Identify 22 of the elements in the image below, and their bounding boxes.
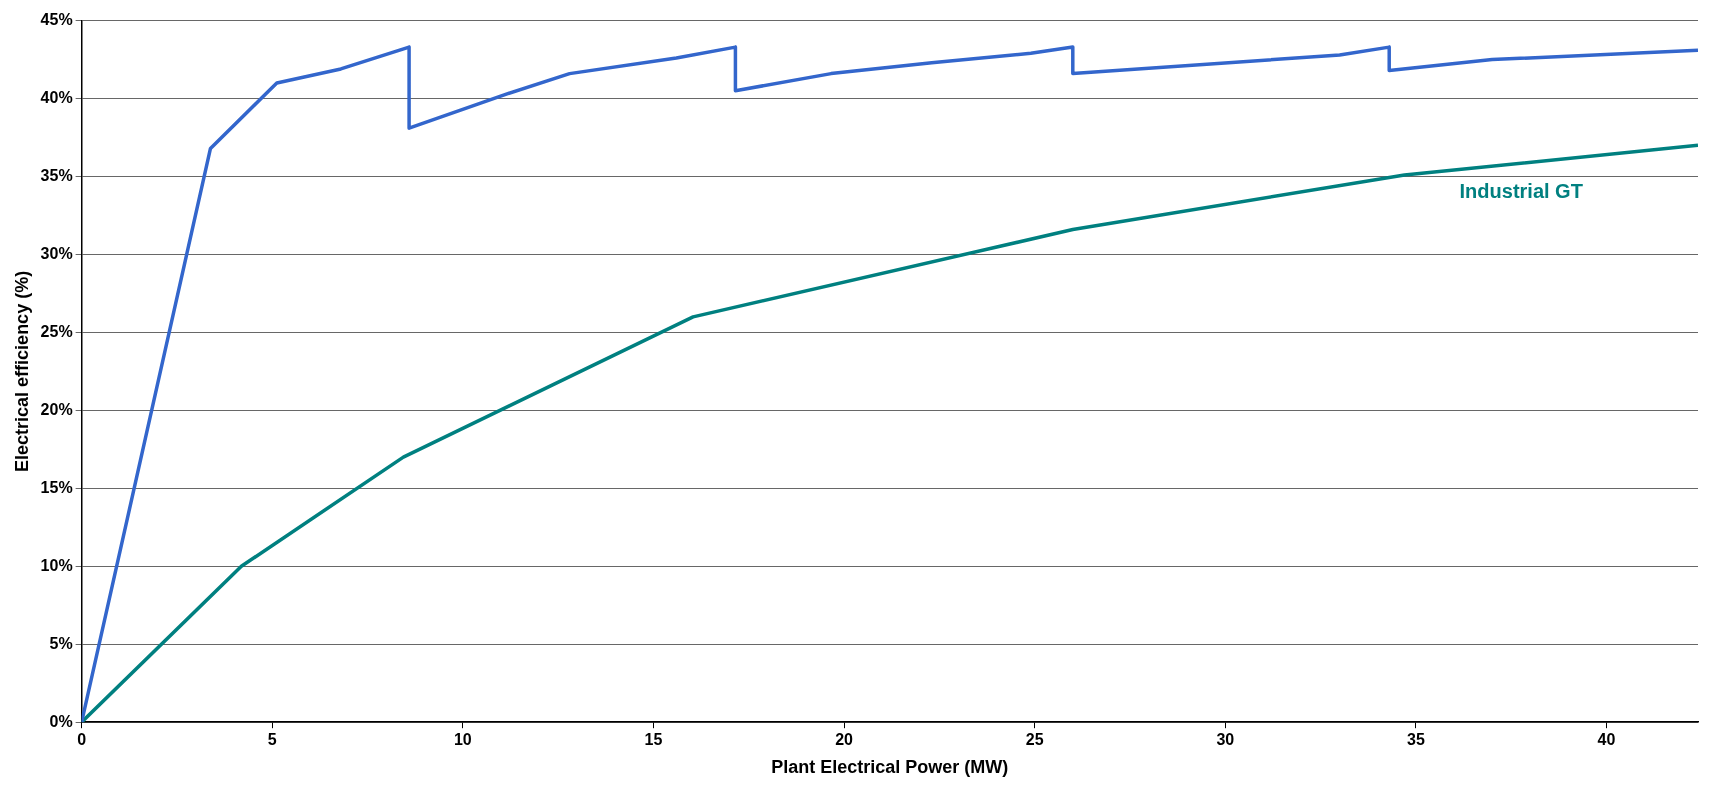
y-tick-label: 5% (49, 634, 73, 652)
x-axis-title: Plant Electrical Power (MW) (771, 757, 1009, 778)
x-tick-label: 15 (644, 731, 663, 749)
y-tick-label: 20% (40, 400, 73, 418)
y-tick-label: 40% (40, 88, 73, 106)
x-tick-label: 5 (267, 731, 277, 749)
x-tick-label: 40 (1597, 731, 1616, 749)
y-tick-label: 15% (40, 478, 73, 496)
y-tick-label: 25% (40, 322, 73, 340)
y-axis-title: Electrical efficiency (%) (11, 270, 32, 472)
y-tick-label: 30% (40, 244, 73, 262)
series-label: Industrial GT (1459, 179, 1583, 202)
y-tick-label: 0% (49, 712, 73, 730)
x-tick-label: 30 (1216, 731, 1235, 749)
x-tick-label: 20 (835, 731, 854, 749)
y-tick-label: 45% (40, 11, 73, 29)
x-tick-label: 10 (453, 731, 472, 749)
x-tick-label: 0 (77, 731, 87, 749)
y-tick-label: 35% (40, 166, 73, 184)
x-tick-label: 25 (1025, 731, 1044, 749)
x-tick-label: 35 (1407, 731, 1425, 749)
y-tick-label: 10% (40, 556, 73, 574)
